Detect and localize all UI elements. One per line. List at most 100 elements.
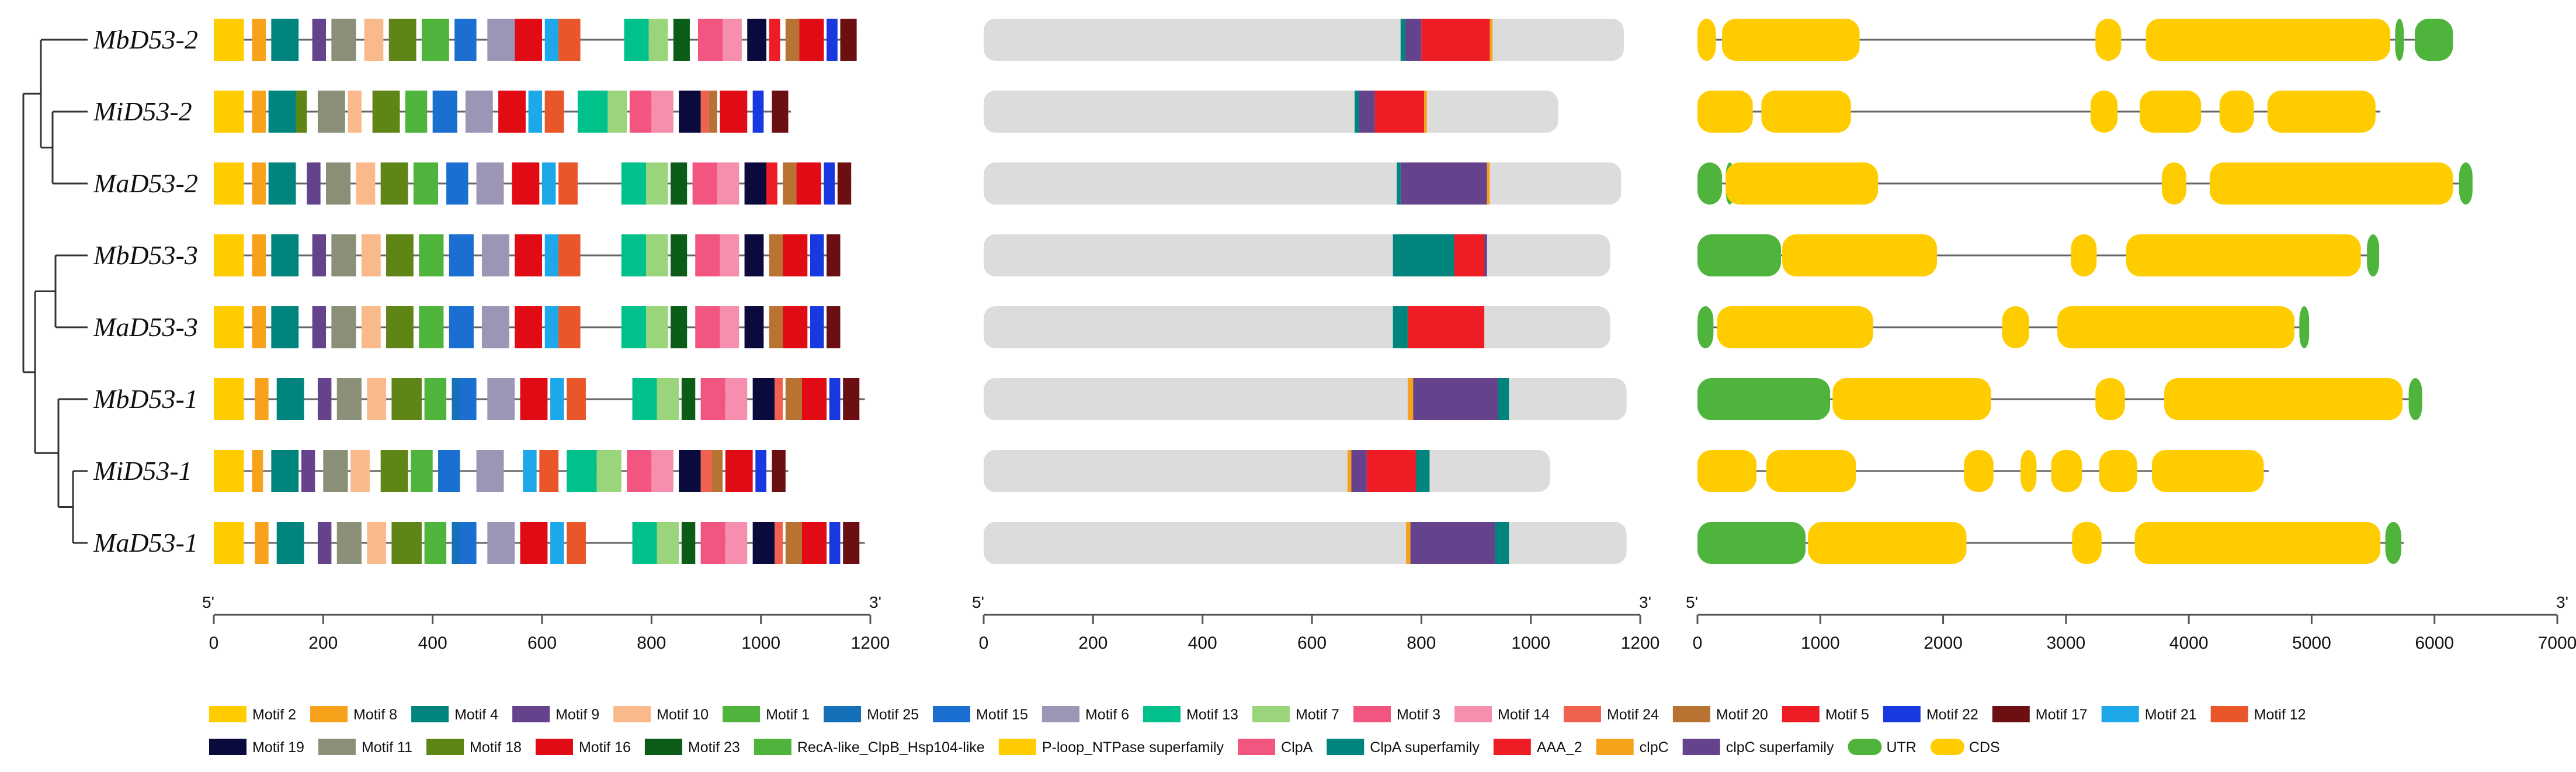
domain-box-clpc-superfamily [1359, 91, 1375, 133]
motif-box-motif-17 [827, 234, 841, 276]
motif-box-motif-12 [558, 306, 581, 348]
motif-box-motif-17 [837, 162, 852, 205]
cds-box [1964, 450, 1994, 492]
utr-box [1697, 306, 1714, 348]
domain-box-clpc-superfamily [1410, 522, 1495, 564]
cds-box [1722, 19, 1860, 61]
legend-swatch-motif-18 [426, 739, 464, 755]
cds-box [1761, 91, 1851, 133]
motif-box-motif-7 [645, 162, 668, 205]
legend-swatch-motif-10 [613, 706, 651, 722]
motif-box-motif-14 [725, 378, 748, 420]
motif-box-motif-14 [717, 162, 740, 205]
motif-box-motif-9 [312, 234, 327, 276]
motif-box-motif-14 [725, 522, 748, 564]
motif-box-motif-22 [824, 162, 835, 205]
motif-box-motif-24 [775, 522, 783, 564]
legend-swatch-motif-3 [1353, 706, 1391, 722]
cds-box [2090, 91, 2118, 133]
domain-axis-end-label: 3' [1639, 593, 1651, 611]
motif-box-motif-3 [627, 450, 652, 492]
utr-box [2385, 522, 2401, 564]
motif-box-motif-22 [752, 91, 764, 133]
domain-panel [984, 19, 1627, 564]
motif-box-motif-16 [783, 306, 808, 348]
legend-swatch-motif-14 [1454, 706, 1492, 722]
motif-box-motif-2 [214, 19, 244, 61]
utr-box [1697, 162, 1723, 205]
motif-box-motif-23 [671, 162, 688, 205]
domain-box-aaa-2 [1421, 19, 1490, 61]
motif-box-motif-2 [214, 522, 244, 564]
cds-box [1697, 19, 1716, 61]
motif-box-motif-19 [744, 306, 764, 348]
motif-box-motif-21 [550, 378, 564, 420]
motif-box-motif-18 [391, 378, 422, 420]
cds-box [2267, 91, 2376, 133]
legend-swatch-motif-13 [1143, 706, 1181, 722]
motif-box-motif-9 [317, 522, 332, 564]
motif-box-motif-21 [544, 306, 559, 348]
legend-swatch-motif-21 [2101, 706, 2139, 722]
motif-box-motif-16 [796, 162, 821, 205]
domain-box-aaa-2 [1366, 450, 1416, 492]
motif-box-motif-15 [454, 19, 477, 61]
motif-box-motif-12 [544, 91, 564, 133]
cds-box [2099, 450, 2137, 492]
cds-box [1782, 234, 1938, 276]
motif-box-motif-11 [317, 91, 345, 133]
domain-box-clpa-superfamily [1495, 522, 1509, 564]
motif-box-motif-23 [681, 378, 696, 420]
motif-axis-tick-label: 1200 [851, 633, 890, 653]
legend-swatch-motif-24 [1563, 706, 1601, 722]
motif-box-motif-7 [645, 306, 668, 348]
domain-box-clpc-superfamily [1413, 378, 1498, 420]
gene-label-mid53-1: MiD53-1 [93, 456, 192, 486]
motif-box-motif-8 [252, 234, 266, 276]
legend-swatch-motif-23 [644, 739, 682, 755]
motif-box-motif-3 [700, 522, 725, 564]
cds-box [2095, 19, 2122, 61]
motif-box-motif-4 [276, 378, 304, 420]
structure-axis-tick-label: 6000 [2415, 633, 2454, 653]
legend-label-clpc-superfamily: clpC superfamily [1726, 739, 1834, 756]
motif-box-motif-23 [671, 234, 688, 276]
legend-label-motif-24: Motif 24 [1607, 707, 1659, 723]
cds-box [2219, 91, 2254, 133]
motif-box-motif-11 [336, 378, 362, 420]
legend-label-motif-17: Motif 17 [2036, 707, 2088, 723]
motif-box-motif-8 [255, 522, 269, 564]
domain-box-clpc-superfamily [1400, 162, 1487, 205]
legend-label-motif-2: Motif 2 [252, 707, 296, 723]
legend-swatch-clpa-superfamily [1327, 739, 1365, 755]
legend-label-clpa-superfamily: ClpA superfamily [1370, 739, 1480, 756]
motif-axis-tick-label: 0 [209, 633, 219, 653]
motif-box-motif-21 [544, 19, 559, 61]
motif-box-motif-10 [361, 234, 381, 276]
legend-swatch-motif-2 [209, 706, 247, 722]
motif-box-motif-8 [255, 378, 269, 420]
motif-box-motif-3 [697, 19, 723, 61]
cds-box [2051, 450, 2082, 492]
legend-swatch-utr [1848, 739, 1882, 755]
motif-box-motif-22 [829, 378, 841, 420]
motif-box-motif-24 [700, 450, 712, 492]
legend-label-reca-like-clpb-hsp104-like: RecA-like_ClpB_Hsp104-like [797, 739, 985, 756]
legend-swatch-p-loop-ntpase-superfamily [998, 739, 1036, 755]
legend-label-aaa-2: AAA_2 [1537, 739, 1582, 756]
motif-box-motif-21 [544, 234, 559, 276]
motif-box-motif-18 [296, 91, 307, 133]
motif-box-motif-4 [271, 234, 299, 276]
domain-box-clpc [1347, 450, 1352, 492]
legend-swatch-motif-6 [1041, 706, 1079, 722]
motif-box-motif-11 [331, 234, 356, 276]
motif-box-motif-20 [785, 378, 802, 420]
motif-box-motif-8 [252, 162, 266, 205]
cds-box [2095, 378, 2125, 420]
domain-box-clpc [1406, 522, 1411, 564]
motif-box-motif-7 [648, 19, 668, 61]
motif-box-motif-3 [692, 162, 717, 205]
motif-box-motif-1 [424, 522, 447, 564]
legend: Motif 2 Motif 8 Motif 4 Motif 9 Motif 10 Moti… [209, 706, 2306, 756]
motif-box-motif-6 [481, 234, 509, 276]
